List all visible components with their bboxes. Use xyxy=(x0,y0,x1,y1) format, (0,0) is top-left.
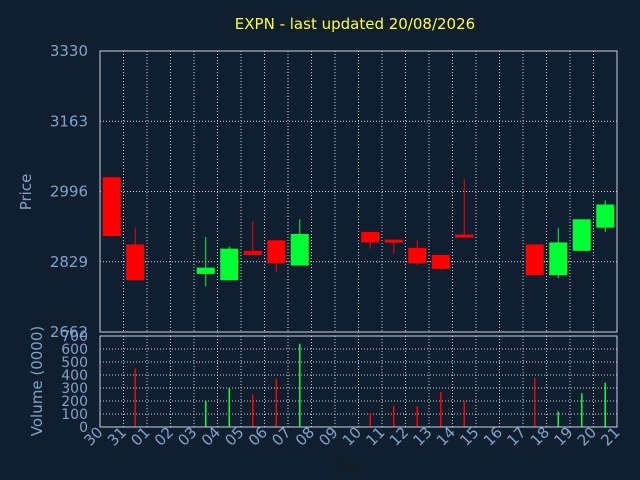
price-tick-label: 3163 xyxy=(50,112,88,130)
price-tick-label: 2829 xyxy=(50,253,88,271)
candle-body xyxy=(102,177,121,237)
candle-body xyxy=(525,244,544,276)
candle-body xyxy=(196,267,215,274)
volume-tick-label: 100 xyxy=(61,407,88,423)
candle-body xyxy=(572,219,591,251)
volume-bar xyxy=(463,401,465,427)
price-axis-label: Price xyxy=(17,174,35,211)
price-tick-labels: 3330 3163 2996 2829 2662 xyxy=(50,42,88,341)
volume-bar xyxy=(275,378,277,427)
candle-body xyxy=(549,242,568,276)
volume-bar xyxy=(581,393,583,427)
volume-bar xyxy=(369,412,371,427)
volume-bar xyxy=(604,382,606,427)
volume-bars-group xyxy=(134,343,606,427)
candle-body xyxy=(267,240,286,264)
candle-body xyxy=(596,204,615,228)
volume-tick-label: 200 xyxy=(61,394,88,410)
volume-bar xyxy=(393,406,395,427)
volume-tick-label: 300 xyxy=(61,381,88,397)
x-axis-label: Day xyxy=(334,459,362,475)
chart-title: EXPN - last updated 20/08/2026 xyxy=(235,15,475,33)
volume-tick-label: 600 xyxy=(61,342,88,358)
candle-body xyxy=(220,248,239,281)
volume-bar xyxy=(557,411,559,427)
candle-body xyxy=(126,244,145,281)
volume-tick-label: 400 xyxy=(61,368,88,384)
volume-tick-label: 0 xyxy=(79,420,88,436)
price-tick-label: 2662 xyxy=(50,323,88,341)
candle-body xyxy=(384,239,403,243)
volume-bar xyxy=(534,377,536,427)
price-tick-label: 2996 xyxy=(50,183,88,201)
candle-body xyxy=(361,231,380,243)
volume-bar xyxy=(205,401,207,427)
volume-axis-label: Volume (0000) xyxy=(28,326,46,436)
volume-bar xyxy=(252,394,254,427)
volume-panel-frame xyxy=(99,335,618,428)
price-tick-label: 3330 xyxy=(50,42,88,60)
volume-bar xyxy=(416,406,418,427)
price-panel-frame xyxy=(99,50,618,333)
volume-tick-label: 700 xyxy=(61,329,88,345)
volume-bar xyxy=(228,388,230,427)
candle-body xyxy=(455,234,474,238)
volume-bar xyxy=(299,343,301,427)
candle-body xyxy=(243,250,262,256)
price-grid xyxy=(100,50,617,333)
volume-grid xyxy=(100,335,617,428)
volume-bar xyxy=(440,391,442,427)
volume-bar xyxy=(134,368,136,427)
candles-group xyxy=(102,177,615,287)
candle-body xyxy=(290,233,309,266)
candle-body xyxy=(408,247,427,264)
candle-body xyxy=(431,255,450,269)
volume-tick-label: 500 xyxy=(61,355,88,371)
